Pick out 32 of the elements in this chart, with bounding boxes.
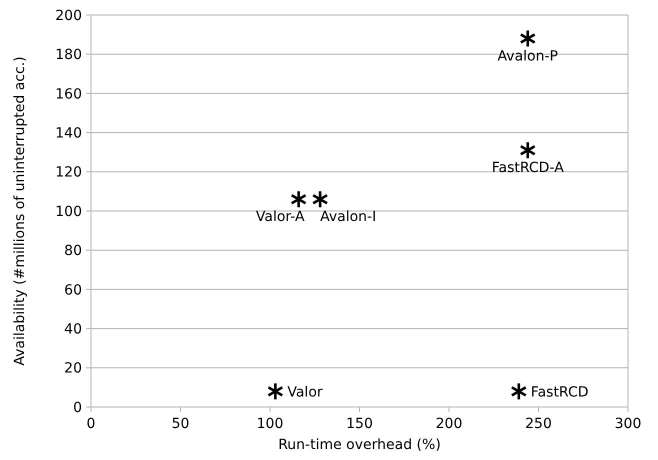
- x-tick-label: 150: [346, 416, 373, 432]
- y-tick-label: 100: [55, 204, 82, 220]
- series-label: Avalon-P: [498, 48, 558, 65]
- series-label: Valor: [287, 384, 323, 400]
- y-tick-label: 120: [55, 164, 82, 181]
- y-tick-label: 0: [73, 400, 82, 416]
- y-tick-label: 180: [55, 47, 82, 64]
- series-label: Valor-A: [256, 209, 306, 226]
- y-tick-label: 80: [64, 243, 82, 260]
- x-tick-label: 50: [172, 416, 190, 432]
- x-tick-label: 300: [614, 416, 642, 432]
- point: [520, 140, 536, 160]
- point: [267, 382, 284, 401]
- y-tick-label: 200: [55, 8, 82, 24]
- series-label: FastRCD-A: [492, 160, 564, 176]
- point: [290, 190, 307, 209]
- y-tick-label: 20: [64, 360, 82, 377]
- y-tick-label: 160: [55, 86, 82, 102]
- y-tick-label: 60: [64, 282, 82, 298]
- y-tick-label: 40: [64, 322, 82, 338]
- x-tick-label: 200: [436, 416, 462, 432]
- point: [312, 190, 328, 209]
- series-label: Avalon-I: [320, 209, 376, 226]
- x-axis-title: Run-time overhead (%): [278, 437, 441, 453]
- x-tick-label: 100: [256, 416, 284, 432]
- series-label: FastRCD: [530, 384, 589, 400]
- y-axis-title: Availability (#millions of uninterrupted acc.): [12, 56, 28, 366]
- point: [510, 382, 528, 401]
- x-tick-label: 0: [86, 416, 96, 432]
- x-tick-label: 250: [525, 416, 552, 432]
- point: [520, 29, 536, 48]
- y-tick-label: 140: [55, 126, 82, 142]
